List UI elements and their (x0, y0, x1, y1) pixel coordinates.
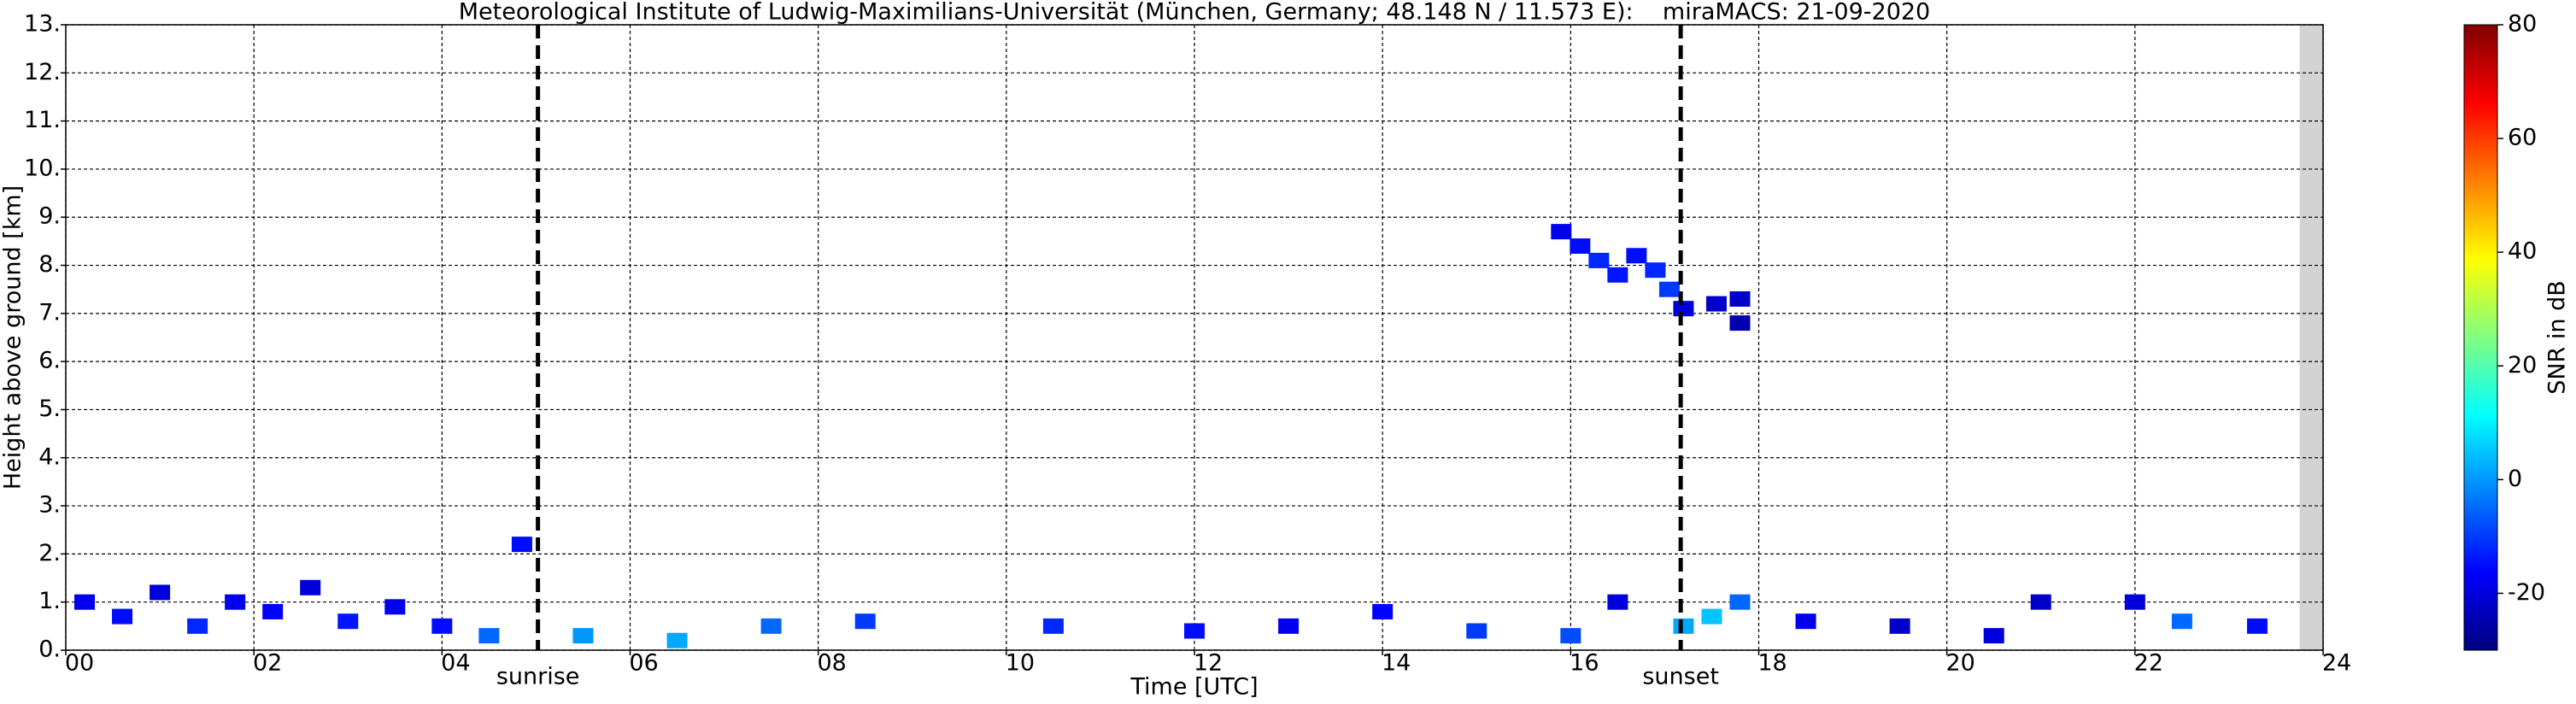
echo-cell (1705, 296, 1727, 312)
x-tick-label: 10 (1006, 650, 1035, 677)
y-tick-label: 7. (38, 299, 61, 326)
echo-cell (1042, 618, 1064, 634)
echo-cell (1278, 618, 1300, 634)
y-tick-label: 8. (38, 251, 61, 278)
no-data-region (2299, 25, 2323, 650)
echo-cell (2246, 618, 2268, 634)
echo-cell (1729, 315, 1751, 331)
x-tick-label: 00 (65, 650, 94, 677)
annotation-label: sunset (1642, 664, 1719, 690)
echo-cell (1184, 623, 1205, 639)
x-tick-label: 24 (2322, 650, 2351, 677)
echo-cell (1673, 301, 1694, 317)
echo-cell (1983, 628, 2004, 644)
echo-cell (2030, 594, 2051, 610)
x-tick-label: 16 (1570, 650, 1599, 677)
echo-cell (150, 584, 171, 601)
annotation-label: sunrise (496, 664, 580, 690)
echo-cell (2171, 613, 2192, 630)
echo-cell (74, 594, 96, 610)
colorbar-tick-label: 60 (2508, 125, 2537, 151)
y-tick-label: 3. (38, 492, 61, 519)
chart-title: Meteorological Institute of Ludwig-Maxim… (459, 0, 1931, 26)
echo-cell (384, 599, 406, 615)
echo-cell (187, 618, 208, 634)
y-axis-label: Height above ground [km] (0, 185, 26, 490)
echo-cell (1560, 628, 1581, 644)
x-tick-label: 02 (253, 650, 282, 677)
y-tick-label: 2. (38, 540, 61, 566)
echo-cell (1466, 623, 1488, 639)
x-tick-label: 12 (1194, 650, 1223, 677)
x-tick-label: 04 (441, 650, 470, 677)
colorbar-tick-label: 0 (2508, 466, 2522, 492)
y-tick-label: 10. (24, 155, 61, 181)
echo-cell (1795, 613, 1816, 630)
colorbar-tick-label: 20 (2508, 352, 2537, 378)
colorbar-tick-label: -20 (2508, 579, 2545, 606)
y-tick-label: 12. (24, 59, 61, 85)
plot-frame (65, 24, 2324, 651)
colorbar-label: SNR in dB (2544, 280, 2571, 395)
echo-cell (2124, 594, 2145, 610)
echo-cell (431, 618, 453, 634)
echo-cell (1645, 262, 1666, 279)
echo-cell (225, 594, 246, 610)
y-tick-label: 13. (24, 11, 61, 38)
echo-cell (478, 628, 500, 644)
x-tick-label: 08 (817, 650, 846, 677)
colorbar-tick-label: 40 (2508, 238, 2537, 265)
x-tick-label: 14 (1382, 650, 1411, 677)
echo-cell (1658, 281, 1680, 297)
echo-cell (1607, 594, 1628, 610)
echo-cell (1588, 252, 1610, 268)
echo-cell (760, 618, 782, 634)
echo-cell (854, 613, 876, 630)
x-tick-label: 06 (629, 650, 658, 677)
echo-cell (1729, 290, 1751, 307)
x-tick-label: 20 (1945, 650, 1975, 677)
y-tick-label: 9. (38, 203, 61, 230)
x-axis-label: Time [UTC] (1130, 674, 1258, 701)
x-tick-label: 22 (2134, 650, 2163, 677)
y-tick-label: 1. (38, 588, 61, 614)
colorbar-tick-label: 80 (2508, 11, 2537, 38)
colorbar (2463, 24, 2498, 651)
echo-cell (666, 632, 688, 648)
y-tick-label: 5. (38, 396, 61, 422)
echo-cell (1673, 618, 1694, 634)
echo-cell (572, 628, 594, 644)
y-tick-label: 0. (38, 637, 61, 663)
echo-cell (1626, 248, 1647, 264)
echo-cell (112, 608, 133, 625)
y-tick-label: 11. (24, 107, 61, 133)
x-tick-label: 18 (1757, 650, 1787, 677)
echo-cell (1889, 618, 1910, 634)
echo-cell (262, 603, 284, 619)
echo-cell (1607, 267, 1628, 283)
echo-cell (511, 537, 532, 553)
y-tick-label: 6. (38, 348, 61, 374)
echo-cell (337, 613, 359, 630)
echo-cell (1701, 608, 1722, 625)
echo-cell (1729, 594, 1751, 610)
y-tick-label: 4. (38, 443, 61, 470)
echo-cell (1570, 238, 1591, 255)
echo-cell (1551, 224, 1572, 240)
echo-cell (1372, 603, 1394, 619)
echo-cell (300, 579, 321, 595)
